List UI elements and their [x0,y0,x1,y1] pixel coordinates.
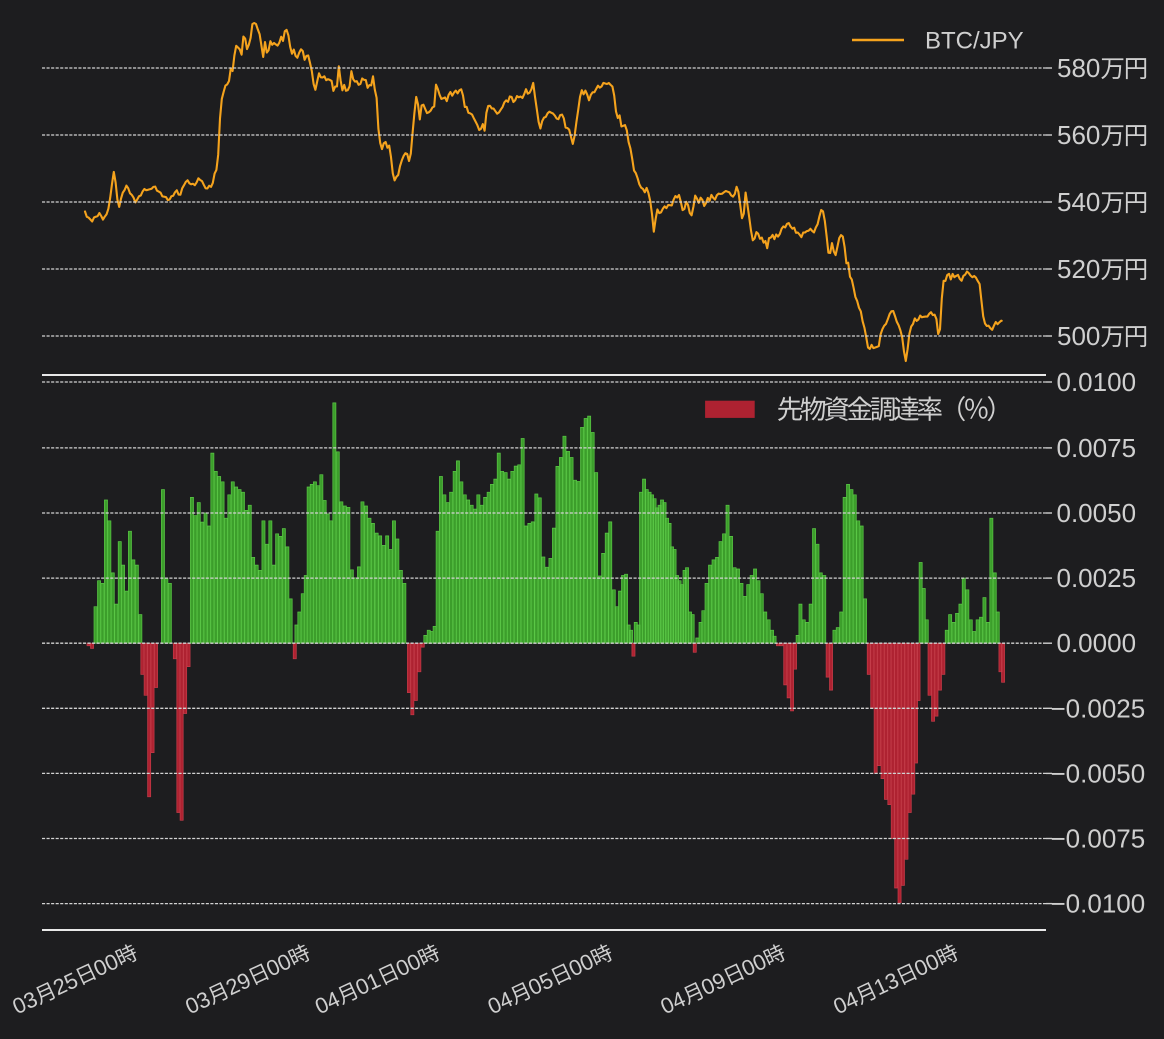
svg-text:−0.0075: −0.0075 [1051,824,1146,854]
svg-text:0.0100: 0.0100 [1057,367,1137,397]
svg-text:−0.0025: −0.0025 [1051,693,1146,723]
svg-text:−0.0050: −0.0050 [1051,758,1146,788]
svg-text:520: 520 [1057,254,1100,284]
svg-text:0.0025: 0.0025 [1057,563,1137,593]
svg-text:0.0000: 0.0000 [1057,628,1137,658]
svg-text:0.0075: 0.0075 [1057,433,1137,463]
svg-text:560: 560 [1057,120,1100,150]
svg-text:−0.0100: −0.0100 [1051,889,1146,919]
svg-text:0.0050: 0.0050 [1057,498,1137,528]
svg-text:540: 540 [1057,187,1100,217]
svg-text:BTC/JPY: BTC/JPY [925,27,1024,54]
svg-text:500: 500 [1057,321,1100,351]
svg-text:580: 580 [1057,53,1100,83]
